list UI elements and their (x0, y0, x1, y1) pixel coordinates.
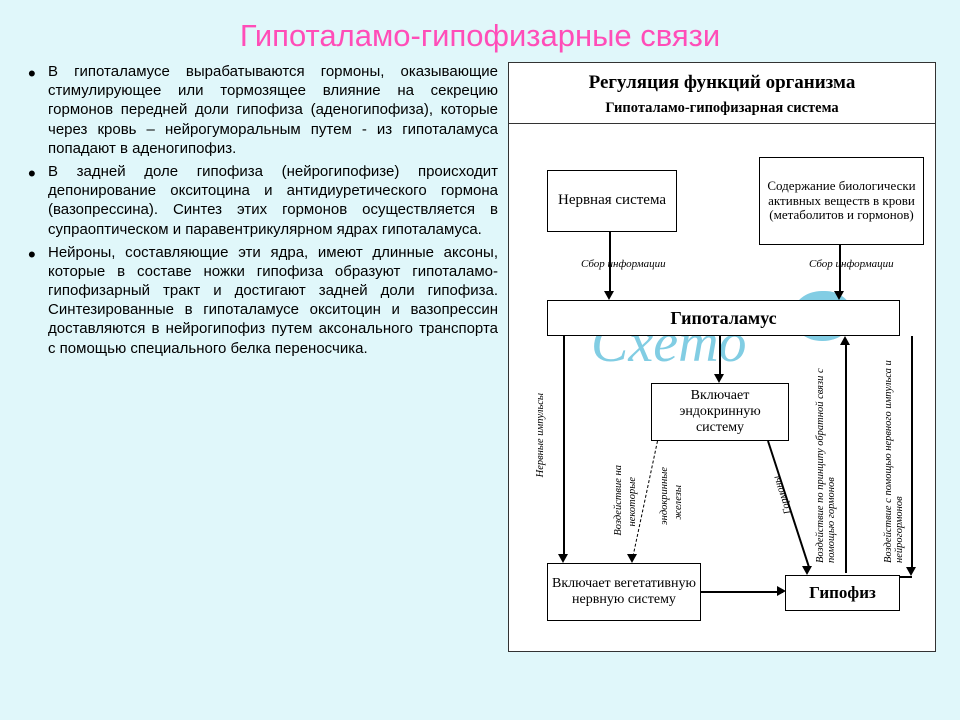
box-vegetative: Включает вегетативную нервную систему (547, 563, 701, 621)
vlabel-endok: эндокринные (659, 467, 670, 525)
arrow-head (604, 291, 614, 300)
arrow-head (627, 554, 637, 563)
vlabel-feedback: Воздействие по принципу обратной связи с… (815, 353, 837, 563)
diagram-column: Регуляция функций организма Гипоталамо-г… (508, 62, 942, 652)
arrow (563, 336, 565, 555)
box-substances: Содержание биологически активных веществ… (759, 157, 924, 245)
diagram-subtitle: Гипоталамо-гипофизарная система (509, 98, 935, 124)
text-column: В гипоталамусе вырабатываются гормоны, о… (28, 62, 498, 652)
bullet-item: Нейроны, составляющие эти ядра, имеют дл… (28, 243, 498, 358)
box-hypophysis: Гипофиз (785, 575, 900, 611)
bullet-list: В гипоталамусе вырабатываются гормоны, о… (28, 62, 498, 358)
arrow (900, 576, 912, 578)
arrow (845, 345, 847, 573)
box-nervous-system: Нервная система (547, 170, 677, 232)
diagram-title: Регуляция функций организма (509, 63, 935, 98)
arrow-label-sbor2: Сбор информации (809, 258, 894, 270)
arrow-head (802, 566, 812, 575)
arrow (911, 336, 913, 568)
page-title: Гипоталамо-гипофизарные связи (0, 0, 960, 62)
arrow-head (714, 374, 724, 383)
vlabel-nekot: некоторые (627, 477, 638, 527)
vlabel-gormony: Гормоны (771, 474, 794, 515)
content-row: В гипоталамусе вырабатываются гормоны, о… (0, 62, 960, 662)
arrow-head (558, 554, 568, 563)
arrow-head (840, 336, 850, 345)
arrow-head (834, 291, 844, 300)
vlabel-nerve-impulses: Нервные импульсы (535, 393, 546, 477)
regulation-diagram: Регуляция функций организма Гипоталамо-г… (508, 62, 936, 652)
arrow-head (906, 567, 916, 576)
vlabel-zhel: железы (673, 485, 684, 520)
bullet-item: В гипоталамусе вырабатываются гормоны, о… (28, 62, 498, 158)
box-endocrine: Включает эндокринную систему (651, 383, 789, 441)
arrow (719, 336, 721, 375)
arrow-label-sbor1: Сбор информации (581, 258, 666, 270)
arrow-head (777, 586, 786, 596)
vlabel-vozd-imp: Воздействие с помощью нервного импульса … (883, 353, 905, 563)
vlabel-vozd1: Воздействие на (613, 465, 624, 536)
arrow (701, 591, 783, 593)
bullet-item: В задней доле гипофиза (нейрогипофизе) п… (28, 162, 498, 239)
box-hypothalamus: Гипоталамус (547, 300, 900, 336)
